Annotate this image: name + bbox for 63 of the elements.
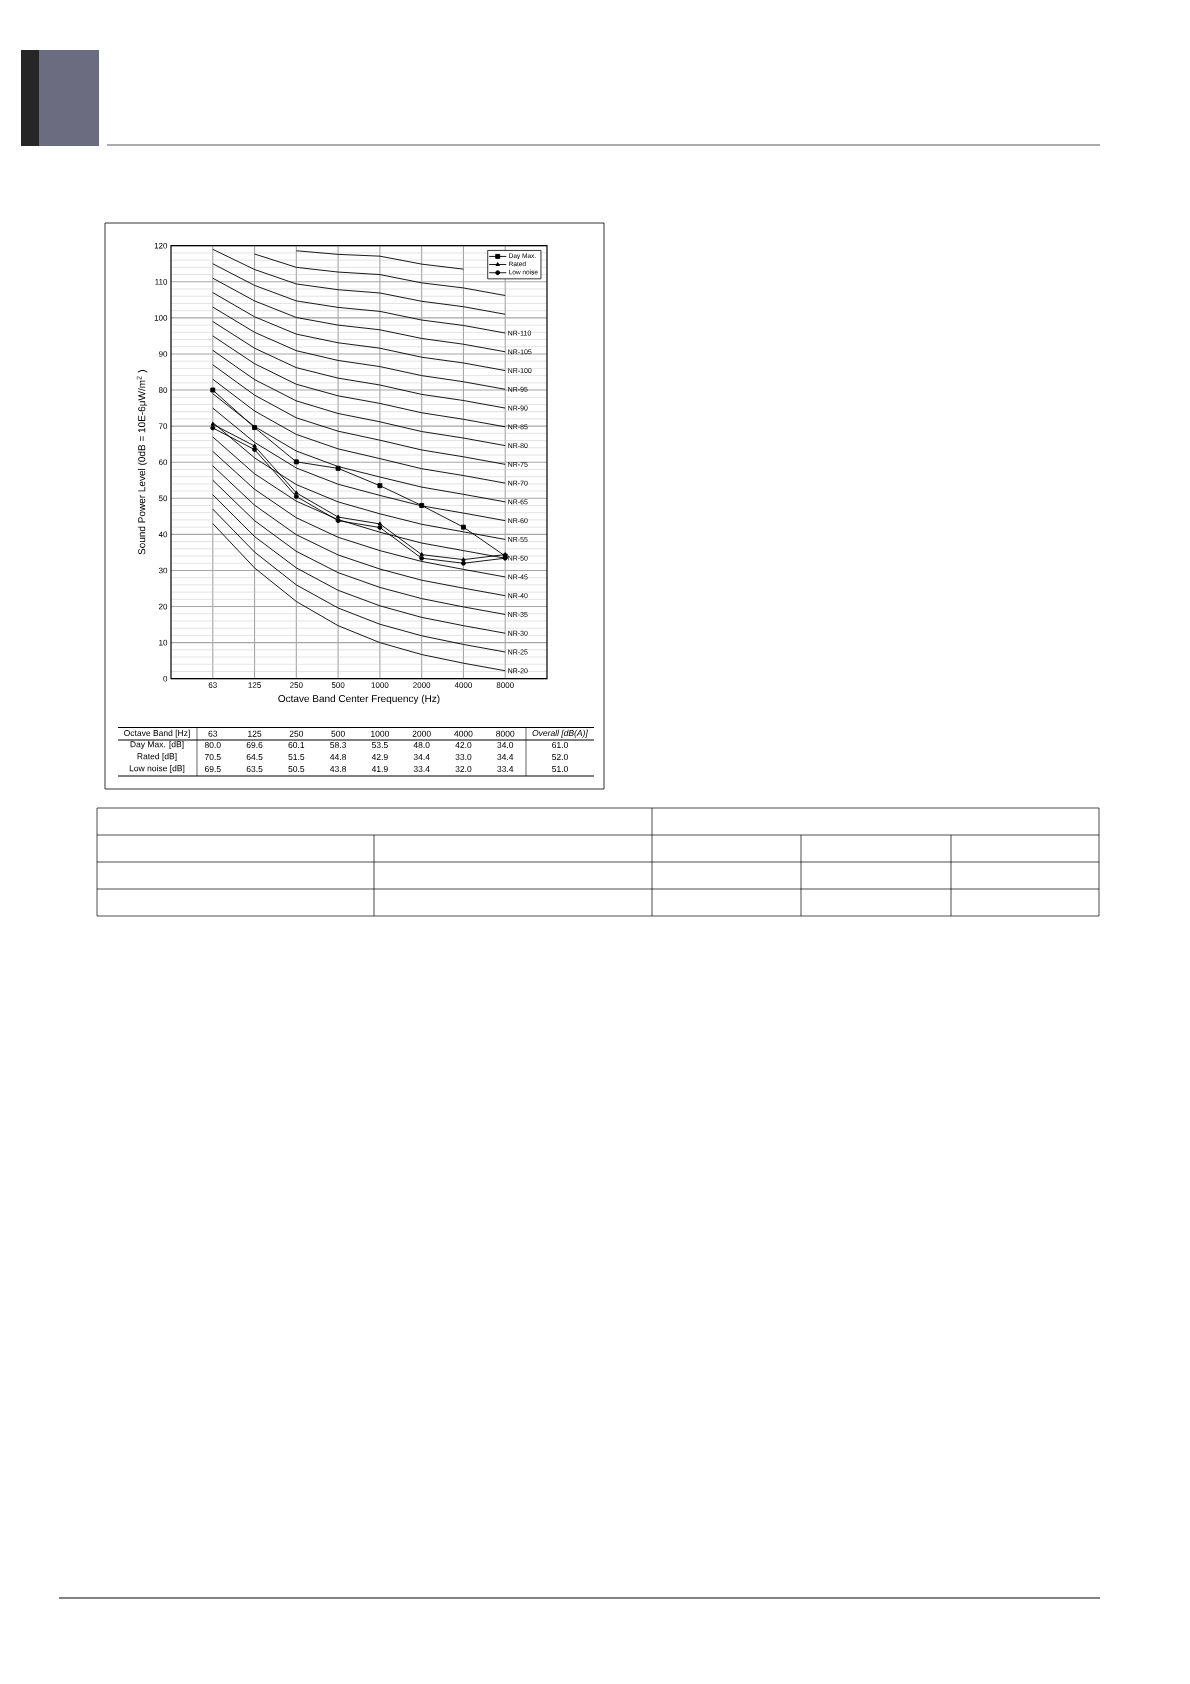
x-tick-label: 4000 bbox=[454, 682, 473, 688]
text: Overall [dB(A)] bbox=[532, 729, 588, 738]
text: 51.0 bbox=[552, 766, 568, 773]
data-label: 33.4 bbox=[497, 766, 514, 773]
x-tick-label: 63 bbox=[208, 682, 217, 688]
data-label: 70.5 bbox=[204, 754, 221, 761]
data-label: 34.4 bbox=[497, 754, 514, 761]
x-tick-label: 1000 bbox=[371, 682, 389, 688]
category-label: 250 bbox=[289, 730, 304, 737]
data-label: 63.5 bbox=[246, 766, 263, 773]
category-label: 63 bbox=[208, 730, 218, 737]
data-label: 33.4 bbox=[413, 766, 430, 773]
y-tick-label: 90 bbox=[158, 351, 168, 357]
data-label: 80.0 bbox=[204, 742, 221, 749]
y-axis-title: Sound Power Level (0dB = 10E-6μW/m$^{2}$ ) bbox=[136, 370, 148, 555]
x-tick-label: 500 bbox=[331, 682, 345, 688]
data-label: 44.8 bbox=[330, 754, 347, 761]
x-tick-label: 250 bbox=[290, 682, 303, 688]
category-label: 125 bbox=[248, 730, 262, 737]
data-label: 32.0 bbox=[455, 766, 472, 773]
text: Octave Band [Hz] bbox=[124, 729, 190, 738]
y-tick-label: 110 bbox=[155, 278, 168, 285]
category-label: 1000 bbox=[371, 730, 390, 737]
category-label: 2000 bbox=[412, 730, 431, 737]
data-label: 34.0 bbox=[497, 742, 514, 749]
x-tick-label: 2000 bbox=[413, 682, 431, 688]
text: 52.0 bbox=[552, 754, 568, 761]
y-tick-label: 20 bbox=[158, 603, 168, 610]
data-label: 43.8 bbox=[330, 766, 347, 773]
y-tick-label: 120 bbox=[154, 242, 168, 249]
category-label: 500 bbox=[331, 730, 345, 737]
data-label: 33.0 bbox=[455, 754, 472, 761]
y-tick-label: 50 bbox=[158, 495, 168, 502]
data-label: 69.5 bbox=[204, 766, 221, 773]
y-tick-label: 80 bbox=[158, 387, 168, 393]
data-label: 50.5 bbox=[288, 766, 305, 773]
y-tick-label: 60 bbox=[158, 459, 168, 466]
data-label: 60.1 bbox=[288, 742, 305, 749]
y-tick-label: 30 bbox=[158, 567, 168, 574]
text: 61.0 bbox=[552, 742, 568, 749]
data-label: 42.9 bbox=[371, 754, 388, 761]
data-label: 34.4 bbox=[413, 754, 430, 761]
y-tick-label: 0 bbox=[163, 675, 168, 682]
text: Rated [dB] bbox=[137, 753, 177, 761]
y-tick-label: 40 bbox=[158, 531, 168, 538]
data-label: 41.9 bbox=[371, 766, 388, 773]
y-tick-label: 70 bbox=[158, 423, 168, 429]
x-axis-title: Octave Band Center Frequency (Hz) bbox=[278, 694, 440, 705]
data-label: 53.5 bbox=[371, 742, 388, 749]
category-label: 8000 bbox=[496, 730, 515, 737]
text: Low noise [dB] bbox=[129, 765, 185, 773]
category-label: 4000 bbox=[454, 730, 473, 737]
y-tick-label: 100 bbox=[154, 315, 168, 321]
text: Day Max. [dB] bbox=[130, 741, 184, 749]
data-label: 48.0 bbox=[413, 742, 430, 749]
data-label: 42.0 bbox=[455, 742, 472, 749]
data-label: 69.6 bbox=[246, 742, 263, 749]
data-label: 64.5 bbox=[246, 754, 263, 761]
data-label: 51.5 bbox=[288, 754, 305, 760]
data-label: 58.3 bbox=[330, 742, 347, 749]
y-tick-label: 10 bbox=[159, 639, 168, 646]
x-tick-label: 125 bbox=[248, 682, 261, 688]
x-tick-label: 8000 bbox=[496, 682, 514, 688]
